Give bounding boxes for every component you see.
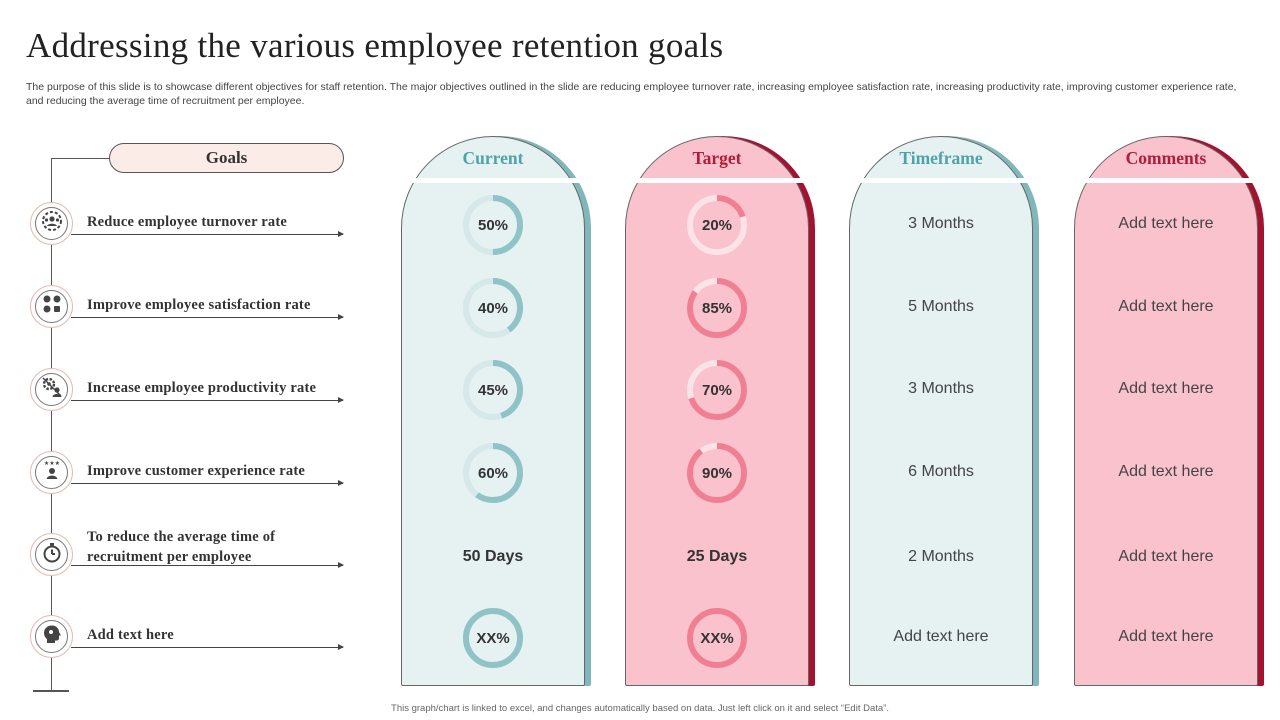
- column-heading-divider: [1084, 178, 1256, 183]
- customer-stars-icon: ★★★: [40, 458, 64, 487]
- goal-label: Improve customer experience rate: [87, 463, 306, 479]
- goal-icon-badge: ★★★: [30, 451, 73, 494]
- cell-comments: Add text here: [1118, 298, 1214, 315]
- goal-label: Improve employee satisfaction rate: [87, 297, 311, 313]
- cell-comments: Add text here: [1118, 215, 1214, 232]
- cell-comments: Add text here: [1118, 463, 1214, 480]
- page-title: Addressing the various employee retentio…: [26, 26, 724, 65]
- ring-value-label: 45%: [477, 381, 509, 399]
- column-heading-comments: Comments: [1125, 148, 1207, 168]
- column-target: Target 20% 85% 70% 90% 25 Days XX%: [625, 136, 815, 686]
- goal-icon-badge: [30, 368, 73, 411]
- column-body: [849, 136, 1033, 686]
- column-heading-target: Target: [692, 148, 742, 168]
- cell-timeframe: 5 Months: [908, 298, 974, 315]
- timeline-connector: [51, 158, 109, 159]
- goal-label: Increase employee productivity rate: [87, 380, 317, 396]
- ring-value-label: 70%: [701, 381, 733, 399]
- ring-progress-arc: [463, 278, 523, 338]
- progress-ring: 45%: [461, 358, 525, 422]
- ring-progress-arc: [463, 195, 523, 255]
- column-body: [1074, 136, 1258, 686]
- goal-label: Reduce employee turnover rate: [87, 214, 288, 230]
- column-heading-timeframe: Timeframe: [899, 148, 983, 168]
- ring-progress-arc: [687, 195, 747, 255]
- ring-value-label: XX%: [700, 629, 734, 647]
- cell-comments: Add text here: [1118, 628, 1214, 645]
- column-heading-current: Current: [462, 148, 524, 168]
- column-timeframe: Timeframe 3 Months 5 Months 3 Months 6 Month…: [849, 136, 1039, 686]
- timeline-base: [33, 690, 69, 692]
- progress-ring: 50%: [461, 193, 525, 257]
- progress-ring: 85%: [685, 276, 749, 340]
- ring-value-label: 60%: [477, 464, 509, 482]
- head-profile-icon: [40, 622, 64, 651]
- goal-arrow: [71, 314, 344, 320]
- ring-progress-arc: [687, 608, 747, 668]
- progress-ring: 90%: [685, 441, 749, 505]
- ring-progress-arc: [463, 608, 523, 668]
- column-body: [625, 136, 809, 686]
- cell-current: 50 Days: [462, 548, 524, 565]
- cell-comments: Add text here: [1118, 548, 1214, 565]
- cell-timeframe: 3 Months: [908, 380, 974, 397]
- column-heading-divider: [411, 178, 583, 183]
- progress-ring: 60%: [461, 441, 525, 505]
- goal-arrow: [71, 231, 344, 237]
- page-subtitle: The purpose of this slide is to showcase…: [26, 81, 1237, 107]
- column-body: [401, 136, 585, 686]
- column-current: Current 50% 40% 45% 60% 50 Days XX%: [401, 136, 591, 686]
- goal-label: Add text here: [87, 627, 174, 643]
- cell-timeframe: Add text here: [893, 628, 989, 645]
- cell-timeframe: 3 Months: [908, 215, 974, 232]
- column-heading-divider: [635, 178, 807, 183]
- goal-arrow: [71, 397, 344, 403]
- goal-icon-badge: [30, 615, 73, 658]
- column-comments: Comments Add text here Add text here Add te…: [1074, 136, 1264, 686]
- cell-timeframe: 6 Months: [908, 463, 974, 480]
- progress-ring: 70%: [685, 358, 749, 422]
- svg-text:★★★: ★★★: [43, 460, 59, 467]
- ring-value-label: 40%: [477, 299, 509, 317]
- goal-label: To reduce the average time of recruitmen…: [87, 529, 276, 565]
- ring-progress-arc: [463, 443, 523, 503]
- productivity-gear-icon: [40, 375, 64, 404]
- ring-value-label: 50%: [477, 216, 509, 234]
- ring-progress-arc: [687, 278, 747, 338]
- satisfaction-faces-icon: [40, 292, 64, 321]
- ring-value-label: 20%: [701, 216, 733, 234]
- progress-ring: XX%: [685, 606, 749, 670]
- goal-arrow: [71, 644, 344, 650]
- progress-ring: 40%: [461, 276, 525, 340]
- goal-icon-badge: [30, 202, 73, 245]
- ring-value-label: XX%: [476, 629, 510, 647]
- ring-progress-arc: [463, 360, 523, 420]
- cell-timeframe: 2 Months: [908, 548, 974, 565]
- goal-icon-badge: [30, 533, 73, 576]
- ring-value-label: 90%: [701, 464, 733, 482]
- goal-arrow: [71, 480, 344, 486]
- goals-header: Goals: [109, 143, 344, 173]
- cell-comments: Add text here: [1118, 380, 1214, 397]
- goal-icon-badge: [30, 285, 73, 328]
- ring-progress-arc: [687, 443, 747, 503]
- progress-ring: 20%: [685, 193, 749, 257]
- stopwatch-icon: [40, 540, 64, 569]
- column-heading-divider: [859, 178, 1031, 183]
- cell-target: 25 Days: [686, 548, 748, 565]
- timeline-line: [51, 158, 52, 690]
- progress-ring: XX%: [461, 606, 525, 670]
- ring-value-label: 85%: [701, 299, 733, 317]
- goal-arrow: [71, 562, 344, 568]
- ring-progress-arc: [687, 360, 747, 420]
- team-gear-icon: [40, 209, 64, 238]
- footer-note: This graph/chart is linked to excel, and…: [391, 703, 889, 714]
